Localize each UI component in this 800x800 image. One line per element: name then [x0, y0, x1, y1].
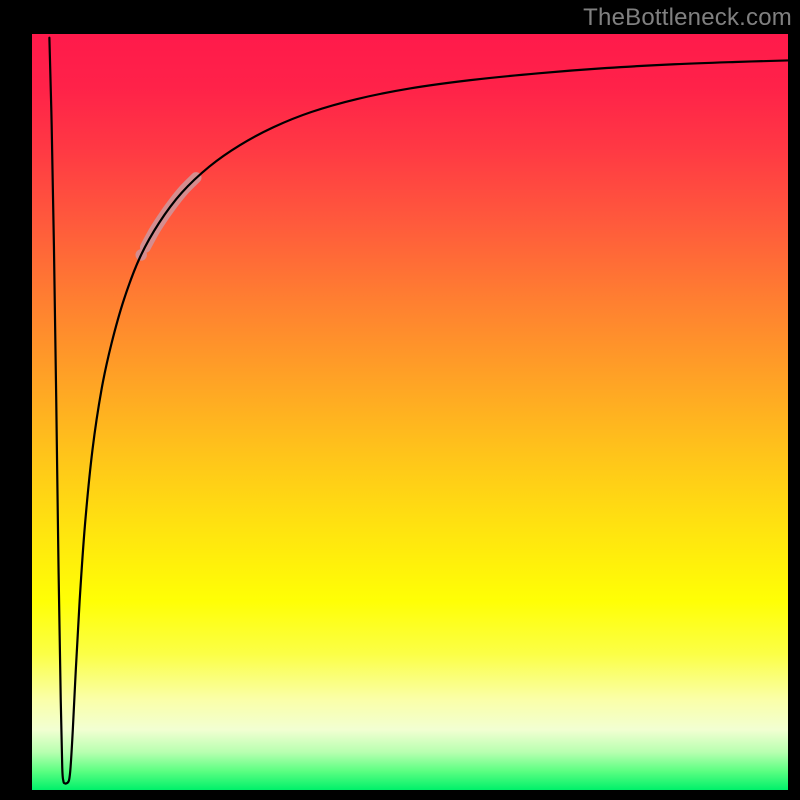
plot-area	[32, 34, 788, 790]
gradient-background	[32, 34, 788, 790]
chart-frame: TheBottleneck.com	[0, 0, 800, 800]
watermark-text: TheBottleneck.com	[583, 4, 792, 32]
